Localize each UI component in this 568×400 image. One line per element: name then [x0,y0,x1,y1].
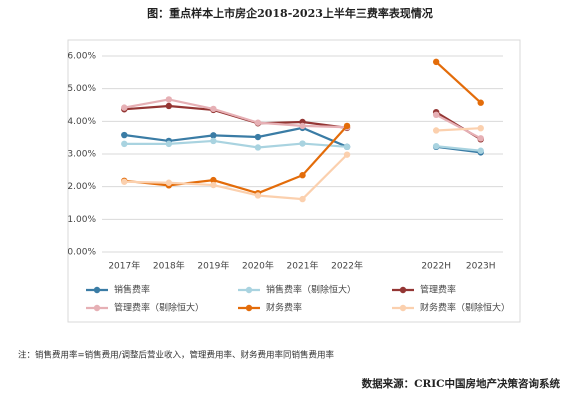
data-point [254,133,262,141]
data-point [343,143,351,151]
y-tick-label: 5.00% [67,84,96,94]
x-tick-label: 2018年 [153,260,185,272]
data-point [121,178,128,185]
legend-marker [399,304,407,312]
x-tick-label: 2023H [466,262,496,272]
y-tick-label: 0.00% [67,248,96,258]
legend-label: 销售费率 [114,284,150,296]
data-point [299,140,306,147]
x-tick-label: 2017年 [108,260,140,272]
legend-label: 管理费率（剔除恒大） [114,302,204,314]
data-point [254,144,262,151]
data-point [343,122,351,130]
x-tick-label: 2022年 [331,260,363,272]
legend-label: 财务费率（剔除恒大） [420,302,510,314]
y-tick-label: 3.00% [67,150,96,160]
data-point [121,104,128,111]
data-point [432,111,440,119]
data-point [165,179,173,186]
series-line [124,139,348,149]
series-line [124,125,348,195]
series-line [436,145,481,152]
data-point [477,124,484,132]
series-line [124,98,348,129]
data-point [210,181,217,189]
data-point [210,105,217,113]
y-tick-label: 4.00% [67,117,96,127]
source: 数据来源：CRIC中国房地产决策咨询系统 [361,377,561,390]
data-point [432,142,440,150]
data-point [299,122,306,130]
note: 注：销售费用率=销售费用/调整后营业收入，管理费用率、财务费用率同销售费用率 [18,350,334,361]
data-point [210,176,217,184]
y-tick-label: 1.00% [67,215,96,225]
y-tick-label: 6.00% [67,52,96,62]
series-line [124,126,348,148]
legend-marker [93,304,101,312]
legend-label: 销售费率（剔除恒大） [266,284,356,296]
series-line [436,127,481,132]
legend-label: 管理费率 [420,284,456,296]
chart-title: 图：重点样本上市房企2018-2023上半年三费率表现情况 [147,6,433,20]
data-point [165,96,173,103]
data-point [432,127,440,134]
x-tick-label: 2021年 [287,260,319,272]
y-tick-label: 2.00% [67,182,96,192]
data-point [477,147,484,154]
data-point [477,135,484,142]
data-point [121,131,128,139]
chart-frame [67,39,521,323]
series-line [124,153,348,201]
data-point [343,151,351,158]
legend-marker [399,286,407,294]
data-point [477,99,484,106]
x-tick-label: 2019年 [197,260,229,272]
legend-marker [245,304,253,312]
x-tick-label: 2022H [421,262,451,272]
x-tick-label: 2020年 [242,260,274,272]
data-point [432,58,440,66]
data-point [210,132,217,139]
data-point [165,140,173,148]
data-point [121,140,128,148]
data-point [299,172,306,179]
legend-marker [245,286,253,294]
series-line [435,113,482,140]
legend-marker [93,286,101,294]
data-point [254,119,262,126]
legend-label: 财务费率 [266,302,302,314]
data-point [299,195,306,203]
series-line [435,61,482,104]
data-point [210,137,217,145]
data-point [165,102,173,110]
data-point [254,192,262,199]
